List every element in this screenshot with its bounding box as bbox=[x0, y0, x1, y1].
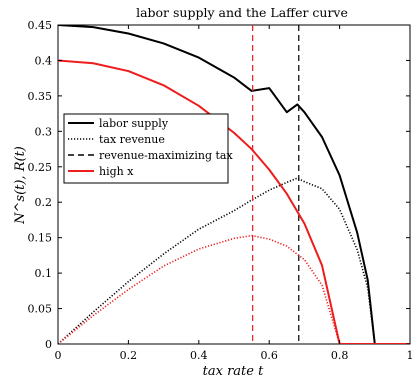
y-tick-label: 0 bbox=[45, 338, 52, 351]
x-tick-label: 0.6 bbox=[260, 349, 278, 362]
y-tick-label: 0.2 bbox=[35, 196, 53, 209]
high-x-dotted-series bbox=[58, 234, 410, 344]
y-tick-label: 0.05 bbox=[28, 303, 53, 316]
x-tick-label: 1 bbox=[407, 349, 412, 362]
plot-area bbox=[57, 24, 411, 345]
y-tick-label: 0.3 bbox=[35, 125, 53, 138]
y-tick-label: 0.1 bbox=[35, 267, 53, 280]
y-tick-label: 0.4 bbox=[35, 54, 53, 67]
chart-title: labor supply and the Laffer curve bbox=[136, 5, 348, 20]
x-tick-label: 0 bbox=[55, 349, 62, 362]
y-axis-label: N^s(t), R(t) bbox=[13, 146, 28, 225]
legend-label: labor supply bbox=[99, 117, 169, 130]
legend-label: high x bbox=[99, 165, 134, 178]
high-x-series bbox=[58, 59, 410, 344]
y-tick-label: 0.35 bbox=[28, 90, 53, 103]
labor-supply-series bbox=[58, 25, 410, 344]
y-tick-label: 0.25 bbox=[28, 161, 53, 174]
x-tick-label: 0.4 bbox=[190, 349, 208, 362]
y-tick-label: 0.15 bbox=[28, 232, 53, 245]
y-tick-label: 0.45 bbox=[28, 19, 53, 32]
legend-label: tax revenue bbox=[99, 133, 165, 146]
legend: labor supply tax revenue revenue-maximizin… bbox=[63, 113, 233, 184]
tax-revenue-series bbox=[58, 177, 410, 344]
x-tick-label: 0.8 bbox=[331, 349, 349, 362]
x-axis-label: tax rate t bbox=[203, 364, 264, 379]
x-tick-label: 0.2 bbox=[120, 349, 138, 362]
legend-label: revenue-maximizing tax bbox=[99, 149, 233, 162]
